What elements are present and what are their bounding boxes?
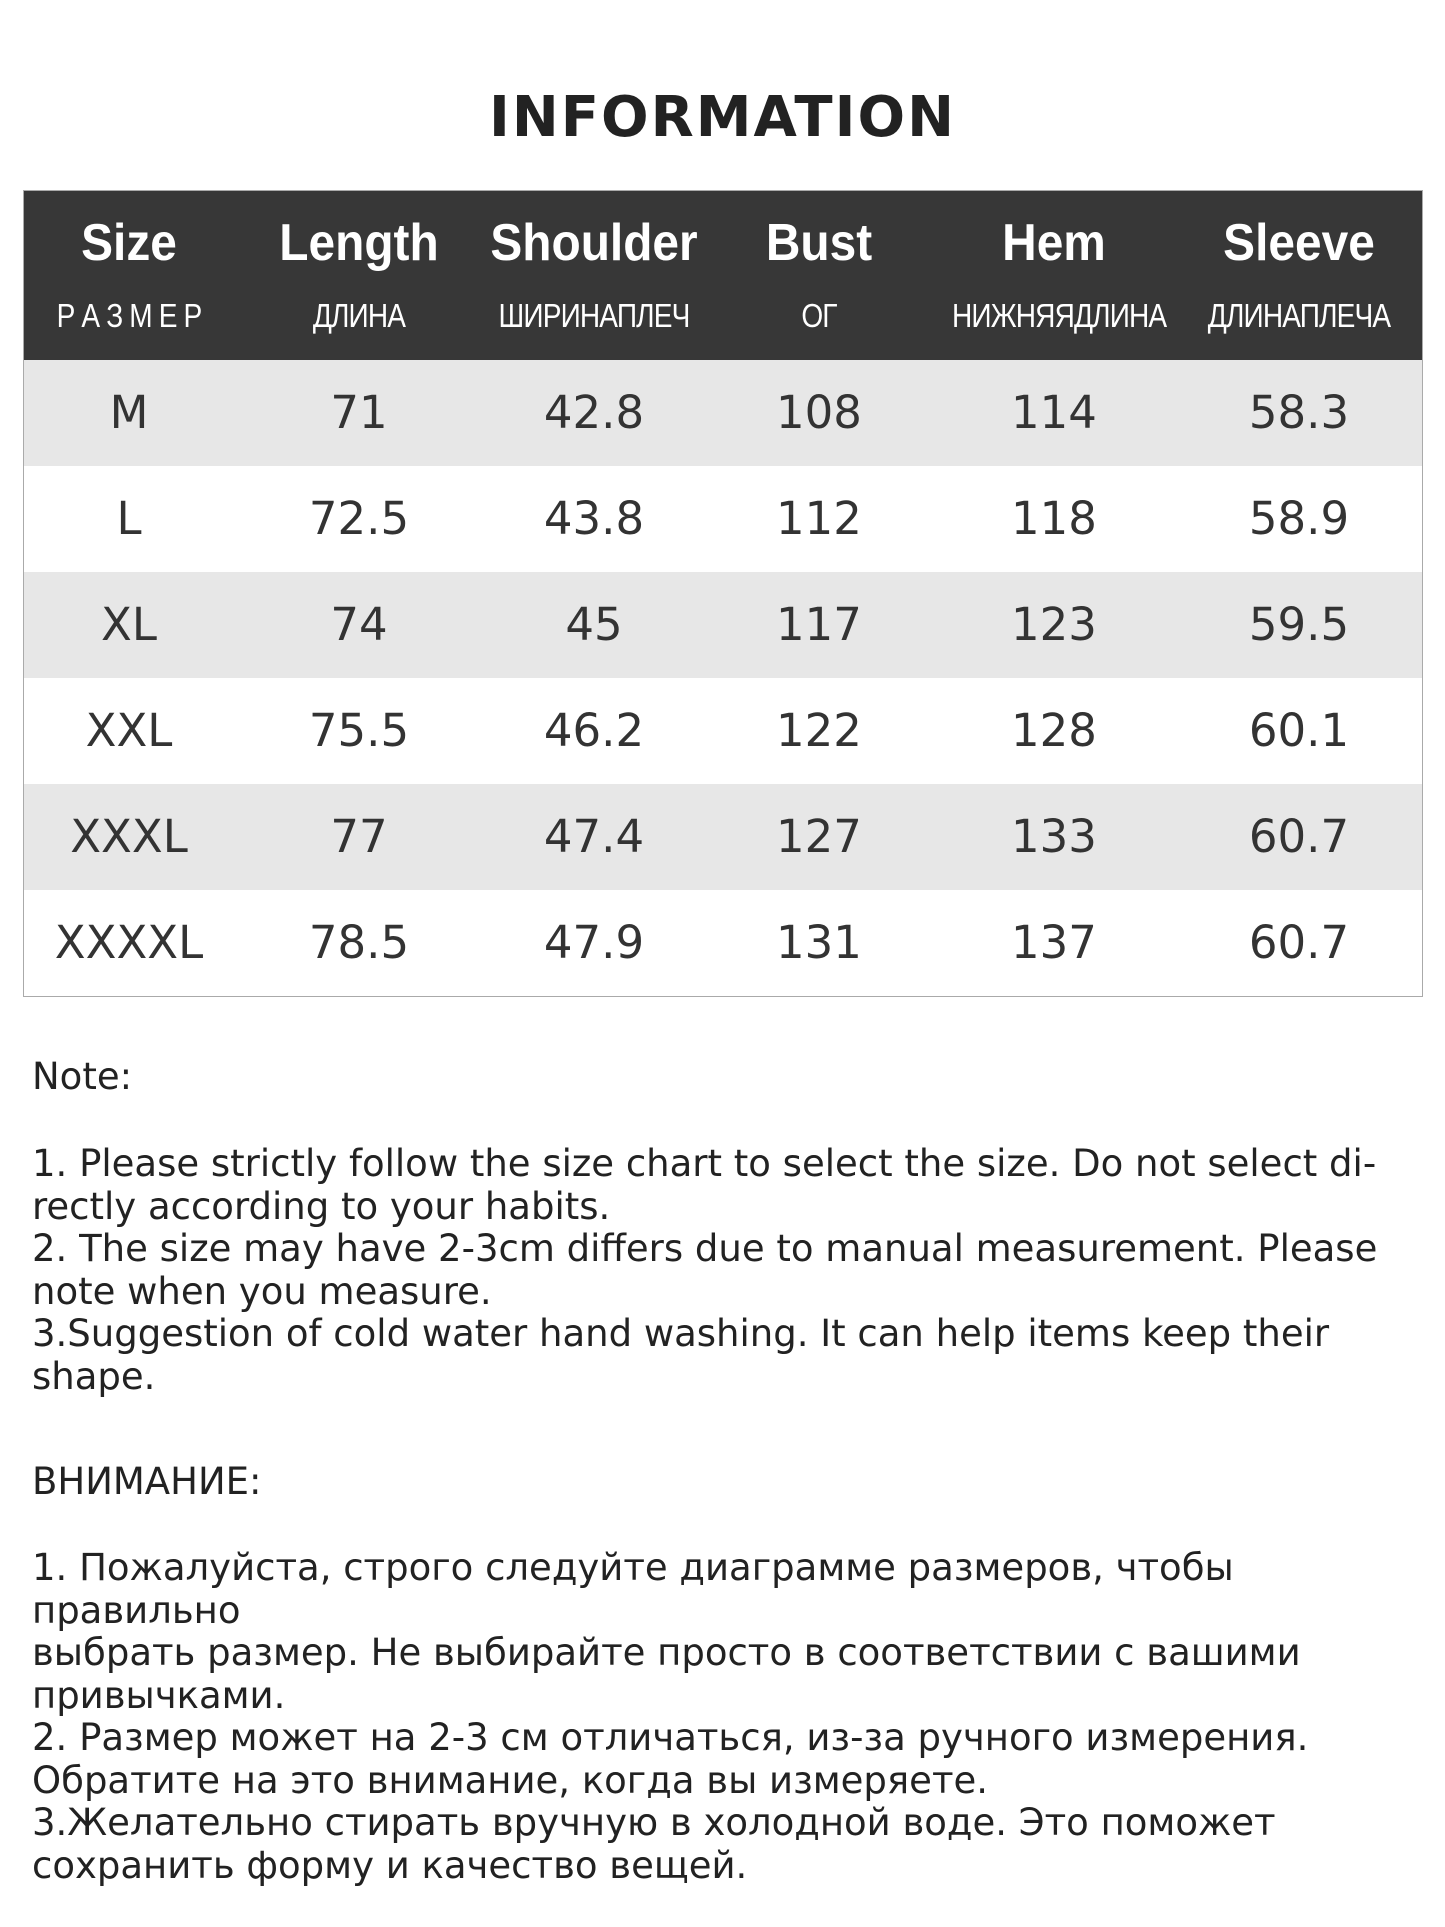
table-cell: XXXXL	[54, 916, 204, 969]
table-cell: 137	[1011, 916, 1097, 969]
table-cell: M	[109, 386, 149, 439]
table-body: M 71 42.8 108 114 58.3 L 72.5 43.8 112 118 58.9 XL 74…	[24, 360, 1422, 996]
column-header-en: Hem	[1002, 214, 1106, 272]
table-cell: 46.2	[543, 704, 645, 757]
table-cell: 58.9	[1248, 492, 1350, 545]
column-header-en: Length	[279, 214, 439, 272]
size-table: Size Р А З М Е Р Length ДЛИНА Shoulder ШИРИНА…	[23, 190, 1423, 997]
note-line: 1. Please strictly follow the size chart…	[32, 1142, 1377, 1185]
table-cell: 74	[330, 598, 388, 651]
note-line: 3.Suggestion of cold water hand washing.…	[32, 1312, 1330, 1355]
column-header: Length ДЛИНА	[244, 191, 474, 360]
table-cell: 43.8	[543, 492, 645, 545]
ru-note-heading: ВНИМАНИЕ:	[32, 1460, 262, 1503]
page-title: INFORMATION	[489, 85, 956, 150]
table-cell: 60.7	[1248, 916, 1350, 969]
table-cell: 60.7	[1248, 810, 1350, 863]
table-cell: 131	[776, 916, 862, 969]
table-cell: 58.3	[1248, 386, 1350, 439]
note-line: note when you measure.	[32, 1269, 492, 1313]
table-row: XL 74 45 117 123 59.5	[24, 572, 1422, 678]
table-cell: 112	[776, 492, 862, 545]
table-cell: 118	[1011, 492, 1097, 545]
table-cell: 45	[565, 598, 623, 651]
ru-note-text: 1. Пожалуйста, строго следуйте диаграмме…	[32, 1546, 1422, 1887]
table-cell: 47.4	[543, 810, 645, 863]
column-header: Sleeve ДЛИНАПЛЕЧА	[1174, 191, 1424, 360]
table-cell: 127	[776, 810, 862, 863]
column-header-en: Sleeve	[1223, 214, 1375, 272]
table-cell: 75.5	[308, 704, 410, 757]
table-cell: 128	[1011, 704, 1097, 757]
note-line: выбрать размер. Не выбирайте просто в со…	[32, 1631, 1301, 1674]
table-cell: 108	[776, 386, 862, 439]
column-header-en: Size	[81, 214, 177, 272]
table-cell: 47.9	[543, 916, 645, 969]
table-cell: 78.5	[308, 916, 410, 969]
table-cell: 59.5	[1248, 598, 1350, 651]
note-line: rectly according to your habits.	[32, 1184, 611, 1228]
note-line: shape.	[32, 1354, 156, 1398]
table-row: XXXXL 78.5 47.9 131 137 60.7	[24, 890, 1422, 996]
table-cell: 114	[1011, 386, 1097, 439]
note-line: 2. Размер может на 2-3 см отличаться, из…	[32, 1716, 1309, 1759]
table-row: L 72.5 43.8 112 118 58.9	[24, 466, 1422, 572]
column-header-en: Shoulder	[490, 214, 698, 272]
column-header-ru: ДЛИНАПЛЕЧА	[1207, 297, 1391, 334]
column-header-ru: Р А З М Е Р	[56, 297, 203, 334]
table-cell: 77	[330, 810, 388, 863]
table-cell: 71	[330, 386, 388, 439]
column-header: Size Р А З М Е Р	[24, 191, 234, 360]
table-row: M 71 42.8 108 114 58.3	[24, 360, 1422, 466]
table-cell: 123	[1011, 598, 1097, 651]
note-line: Обратите на это внимание, когда вы измер…	[32, 1758, 989, 1802]
column-header-ru: ШИРИНАПЛЕЧ	[498, 297, 691, 334]
table-cell: 133	[1011, 810, 1097, 863]
table-cell: 122	[776, 704, 862, 757]
table-cell: XXL	[85, 704, 173, 757]
note-line: привычками.	[32, 1673, 286, 1717]
column-header-en: Bust	[765, 214, 873, 272]
table-header: Size Р А З М Е Р Length ДЛИНА Shoulder ШИРИНА…	[24, 191, 1422, 360]
table-cell: L	[116, 492, 142, 545]
column-header: Bust ОГ	[714, 191, 924, 360]
table-row: XXXL 77 47.4 127 133 60.7	[24, 784, 1422, 890]
table-cell: XXXL	[70, 810, 188, 863]
table-cell: XL	[101, 598, 157, 651]
table-row: XXL 75.5 46.2 122 128 60.1	[24, 678, 1422, 784]
column-header-ru: ДЛИНА	[312, 297, 406, 334]
table-cell: 42.8	[543, 386, 645, 439]
note-line: сохранить форму и качество вещей.	[32, 1843, 748, 1887]
column-header: Hem НИЖНЯЯДЛИНА	[934, 191, 1174, 360]
column-header-ru: ОГ	[801, 297, 837, 334]
note-heading: Note:	[32, 1055, 133, 1098]
note-line: 1. Пожалуйста, строго следуйте диаграмме…	[32, 1546, 1234, 1632]
note-text: 1. Please strictly follow the size chart…	[32, 1142, 1422, 1398]
note-line: 3.Желательно стирать вручную в холодной …	[32, 1801, 1276, 1844]
table-cell: 72.5	[308, 492, 410, 545]
column-header: Shoulder ШИРИНАПЛЕЧ	[474, 191, 714, 360]
table-cell: 117	[776, 598, 862, 651]
column-header-ru: НИЖНЯЯДЛИНА	[952, 297, 1167, 334]
note-line: 2. The size may have 2-3cm differs due t…	[32, 1227, 1378, 1270]
table-cell: 60.1	[1248, 704, 1350, 757]
